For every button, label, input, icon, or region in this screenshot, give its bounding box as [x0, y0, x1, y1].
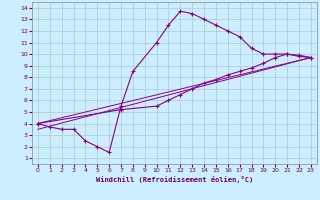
X-axis label: Windchill (Refroidissement éolien,°C): Windchill (Refroidissement éolien,°C): [96, 176, 253, 183]
